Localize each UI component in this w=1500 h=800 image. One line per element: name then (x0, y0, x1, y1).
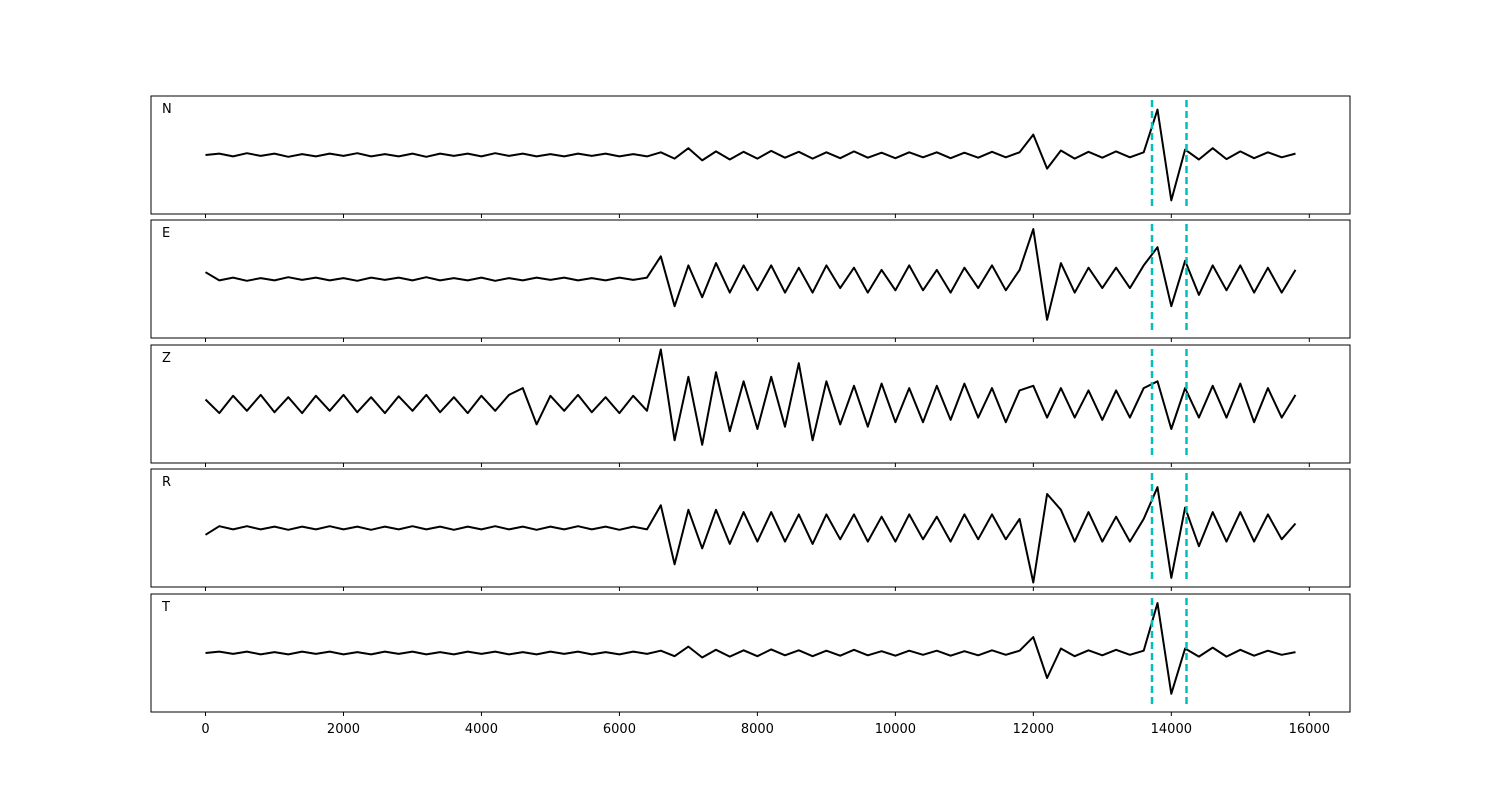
x-tick-label: 14000 (1151, 722, 1192, 737)
panel-frame (150, 468, 1351, 588)
x-tick-label: 12000 (1013, 722, 1054, 737)
x-tick-label: 16000 (1289, 722, 1330, 737)
panel-frame (150, 593, 1351, 713)
x-tick-label: 0 (201, 722, 209, 737)
waveform (205, 108, 1296, 202)
x-tick-label: 4000 (465, 722, 498, 737)
x-tick-label: 10000 (875, 722, 916, 737)
waveform (204, 348, 1297, 446)
x-tick-label: 6000 (603, 722, 636, 737)
waveform (205, 602, 1296, 695)
waveform (204, 486, 1297, 584)
panel-label: E (162, 226, 170, 241)
panel-label: R (162, 475, 171, 490)
panel-frame (150, 344, 1351, 464)
panel-label: Z (162, 351, 171, 366)
panel-frame (150, 95, 1351, 215)
x-tick-label: 2000 (327, 722, 360, 737)
panel-frame (150, 219, 1351, 339)
panel-label: T (161, 600, 170, 615)
x-tick-label: 8000 (741, 722, 774, 737)
panel-label: N (162, 102, 172, 117)
waveform (204, 228, 1297, 321)
